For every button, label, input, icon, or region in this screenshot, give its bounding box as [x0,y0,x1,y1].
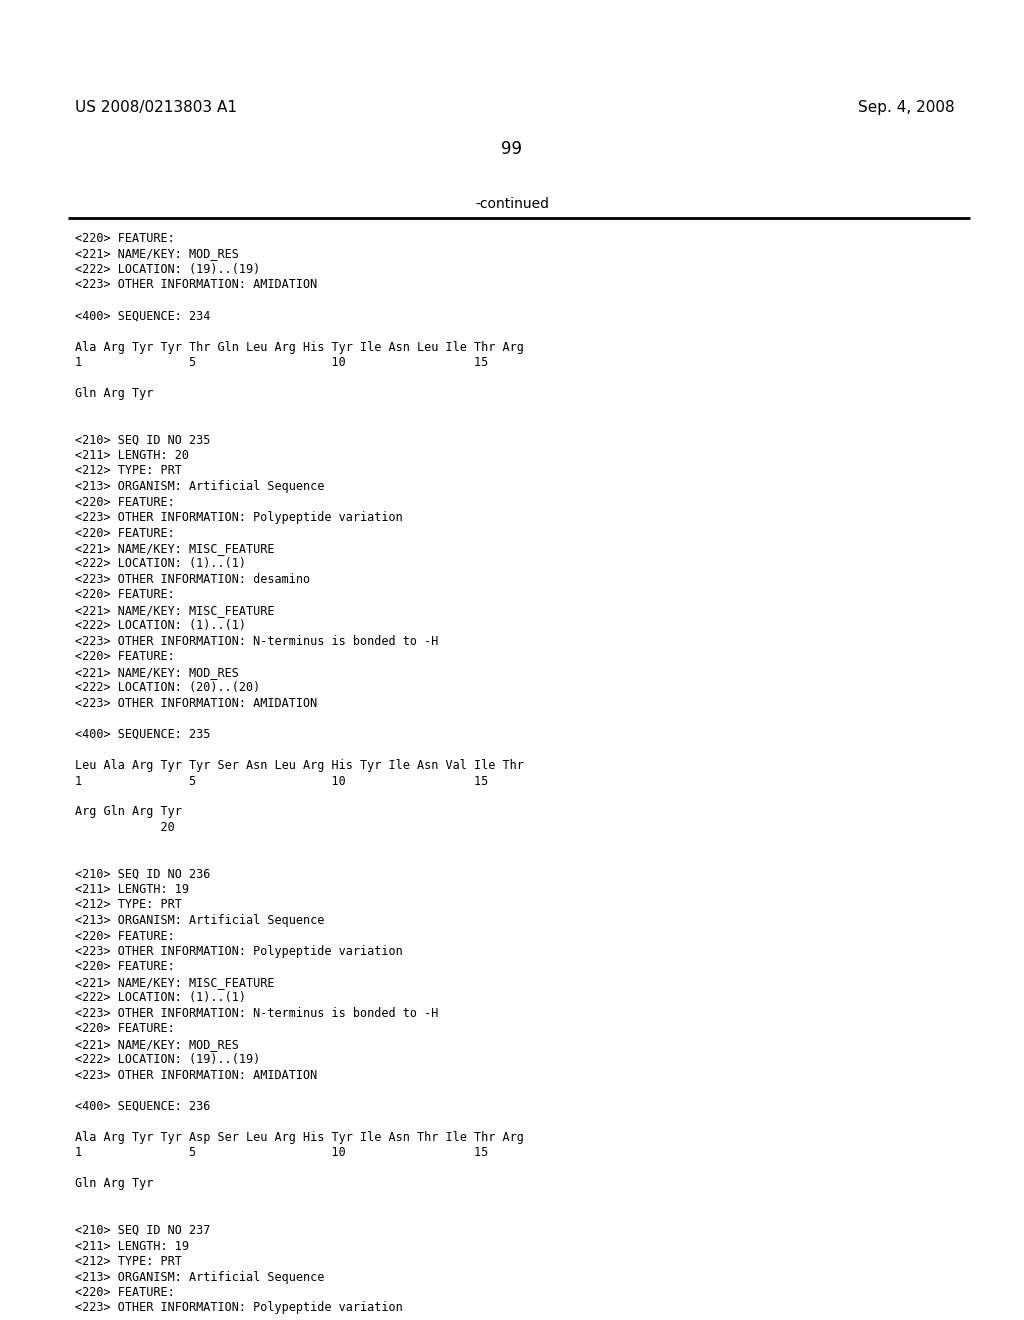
Text: <223> OTHER INFORMATION: AMIDATION: <223> OTHER INFORMATION: AMIDATION [75,697,317,710]
Text: <222> LOCATION: (1)..(1): <222> LOCATION: (1)..(1) [75,619,246,632]
Text: <213> ORGANISM: Artificial Sequence: <213> ORGANISM: Artificial Sequence [75,480,325,492]
Text: <222> LOCATION: (20)..(20): <222> LOCATION: (20)..(20) [75,681,260,694]
Text: <220> FEATURE:: <220> FEATURE: [75,1286,175,1299]
Text: <220> FEATURE:: <220> FEATURE: [75,589,175,602]
Text: <220> FEATURE:: <220> FEATURE: [75,1023,175,1035]
Text: 20: 20 [75,821,175,834]
Text: <210> SEQ ID NO 236: <210> SEQ ID NO 236 [75,867,210,880]
Text: <400> SEQUENCE: 234: <400> SEQUENCE: 234 [75,309,210,322]
Text: 1               5                   10                  15: 1 5 10 15 [75,356,488,370]
Text: <223> OTHER INFORMATION: N-terminus is bonded to -H: <223> OTHER INFORMATION: N-terminus is b… [75,635,438,648]
Text: <212> TYPE: PRT: <212> TYPE: PRT [75,465,182,478]
Text: <221> NAME/KEY: MOD_RES: <221> NAME/KEY: MOD_RES [75,667,239,678]
Text: <220> FEATURE:: <220> FEATURE: [75,929,175,942]
Text: <213> ORGANISM: Artificial Sequence: <213> ORGANISM: Artificial Sequence [75,913,325,927]
Text: <212> TYPE: PRT: <212> TYPE: PRT [75,899,182,912]
Text: <222> LOCATION: (1)..(1): <222> LOCATION: (1)..(1) [75,991,246,1005]
Text: Gln Arg Tyr: Gln Arg Tyr [75,387,154,400]
Text: <211> LENGTH: 19: <211> LENGTH: 19 [75,1239,189,1253]
Text: <210> SEQ ID NO 235: <210> SEQ ID NO 235 [75,433,210,446]
Text: Sep. 4, 2008: Sep. 4, 2008 [858,100,955,115]
Text: <220> FEATURE:: <220> FEATURE: [75,961,175,974]
Text: <220> FEATURE:: <220> FEATURE: [75,495,175,508]
Text: <223> OTHER INFORMATION: AMIDATION: <223> OTHER INFORMATION: AMIDATION [75,279,317,292]
Text: <213> ORGANISM: Artificial Sequence: <213> ORGANISM: Artificial Sequence [75,1270,325,1283]
Text: <400> SEQUENCE: 235: <400> SEQUENCE: 235 [75,729,210,741]
Text: Ala Arg Tyr Tyr Asp Ser Leu Arg His Tyr Ile Asn Thr Ile Thr Arg: Ala Arg Tyr Tyr Asp Ser Leu Arg His Tyr … [75,1131,524,1144]
Text: <220> FEATURE:: <220> FEATURE: [75,232,175,246]
Text: <222> LOCATION: (19)..(19): <222> LOCATION: (19)..(19) [75,1053,260,1067]
Text: <211> LENGTH: 20: <211> LENGTH: 20 [75,449,189,462]
Text: <210> SEQ ID NO 237: <210> SEQ ID NO 237 [75,1224,210,1237]
Text: <222> LOCATION: (1)..(1): <222> LOCATION: (1)..(1) [75,557,246,570]
Text: <220> FEATURE:: <220> FEATURE: [75,651,175,664]
Text: Gln Arg Tyr: Gln Arg Tyr [75,1177,154,1191]
Text: <223> OTHER INFORMATION: desamino: <223> OTHER INFORMATION: desamino [75,573,310,586]
Text: <223> OTHER INFORMATION: N-terminus is bonded to -H: <223> OTHER INFORMATION: N-terminus is b… [75,1007,438,1020]
Text: -continued: -continued [475,197,549,211]
Text: <222> LOCATION: (19)..(19): <222> LOCATION: (19)..(19) [75,263,260,276]
Text: <223> OTHER INFORMATION: AMIDATION: <223> OTHER INFORMATION: AMIDATION [75,1069,317,1082]
Text: Ala Arg Tyr Tyr Thr Gln Leu Arg His Tyr Ile Asn Leu Ile Thr Arg: Ala Arg Tyr Tyr Thr Gln Leu Arg His Tyr … [75,341,524,354]
Text: 1               5                   10                  15: 1 5 10 15 [75,1147,488,1159]
Text: <221> NAME/KEY: MISC_FEATURE: <221> NAME/KEY: MISC_FEATURE [75,543,274,554]
Text: <223> OTHER INFORMATION: Polypeptide variation: <223> OTHER INFORMATION: Polypeptide var… [75,945,402,958]
Text: Arg Gln Arg Tyr: Arg Gln Arg Tyr [75,805,182,818]
Text: <211> LENGTH: 19: <211> LENGTH: 19 [75,883,189,896]
Text: <212> TYPE: PRT: <212> TYPE: PRT [75,1255,182,1269]
Text: <220> FEATURE:: <220> FEATURE: [75,527,175,540]
Text: <221> NAME/KEY: MOD_RES: <221> NAME/KEY: MOD_RES [75,1038,239,1051]
Text: <221> NAME/KEY: MISC_FEATURE: <221> NAME/KEY: MISC_FEATURE [75,975,274,989]
Text: 1               5                   10                  15: 1 5 10 15 [75,775,488,788]
Text: <221> NAME/KEY: MOD_RES: <221> NAME/KEY: MOD_RES [75,248,239,260]
Text: Leu Ala Arg Tyr Tyr Ser Asn Leu Arg His Tyr Ile Asn Val Ile Thr: Leu Ala Arg Tyr Tyr Ser Asn Leu Arg His … [75,759,524,772]
Text: <221> NAME/KEY: MISC_FEATURE: <221> NAME/KEY: MISC_FEATURE [75,605,274,616]
Text: 99: 99 [502,140,522,158]
Text: <223> OTHER INFORMATION: Polypeptide variation: <223> OTHER INFORMATION: Polypeptide var… [75,1302,402,1315]
Text: <400> SEQUENCE: 236: <400> SEQUENCE: 236 [75,1100,210,1113]
Text: US 2008/0213803 A1: US 2008/0213803 A1 [75,100,237,115]
Text: <223> OTHER INFORMATION: Polypeptide variation: <223> OTHER INFORMATION: Polypeptide var… [75,511,402,524]
